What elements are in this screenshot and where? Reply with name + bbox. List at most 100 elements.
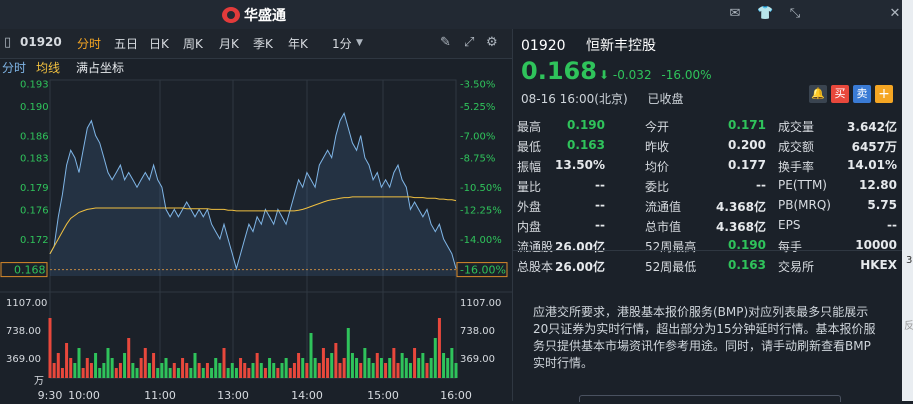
volume-bar xyxy=(193,353,197,378)
volume-bar xyxy=(89,363,93,378)
volume-tick-label-right: 738.00 xyxy=(460,326,495,337)
quote-value: 0.190 xyxy=(728,238,766,252)
interval-select[interactable]: 1分 xyxy=(332,37,352,51)
volume-bar xyxy=(201,368,205,378)
edge-text-1: 3 xyxy=(906,255,913,266)
volume-bar xyxy=(359,363,363,378)
tab-yearly-k[interactable]: 年K xyxy=(288,37,308,51)
quote-label: 内盘 xyxy=(517,220,542,234)
legend-avg-line[interactable]: 均线 xyxy=(36,61,61,75)
time-axis-label: 15:00 xyxy=(367,389,399,401)
mail-icon[interactable]: ✉ xyxy=(729,6,741,21)
volume-bar xyxy=(172,363,176,378)
quote-value: -- xyxy=(756,178,766,192)
quote-label: EPS xyxy=(778,218,801,232)
quote-value: 0.163 xyxy=(567,138,605,152)
tab-monthly-k[interactable]: 月K xyxy=(219,37,239,51)
intraday-chart-svg[interactable]: 0.193 0.190 0.186 0.183 0.179 0.176 0.172 -3.50… xyxy=(0,76,512,402)
quote-value: HKEX xyxy=(860,258,897,272)
edge-text-2: 反 xyxy=(904,321,913,332)
volume-bar xyxy=(379,358,383,378)
quote-label: 今开 xyxy=(645,120,670,134)
volume-bar xyxy=(421,353,425,378)
volume-bar xyxy=(160,363,164,378)
bmp-notice: 应港交所要求，港股基本报价服务(BMP)对应列表最多只能展示20只证券为实时行情… xyxy=(533,305,876,370)
change-pct: -16.00% xyxy=(661,68,712,82)
pct-tick-label: -3.50% xyxy=(460,80,495,91)
quote-value: 26.00亿 xyxy=(555,260,605,274)
quote-grid: 最高 0.190 今开 0.171 成交量 3.642亿 最低 0.163 昨收 0.200 成交额… xyxy=(513,115,903,275)
buy-button[interactable]: 买 xyxy=(831,85,849,103)
volume-bar xyxy=(259,363,263,378)
volume-bar xyxy=(102,363,106,378)
volume-bar xyxy=(284,358,288,378)
volume-tick-label: 738.00 xyxy=(6,326,41,337)
quote-value: -- xyxy=(595,198,605,212)
quote-label: 成交额 xyxy=(778,140,815,154)
time-axis-label: 9:30 xyxy=(38,389,63,401)
quote-label: PE(TTM) xyxy=(778,178,827,192)
fullscreen-icon[interactable]: ⤢ xyxy=(464,35,475,50)
volume-bar xyxy=(234,368,238,378)
draw-pen-icon[interactable]: ✎ xyxy=(440,35,451,50)
volume-bar xyxy=(413,348,417,378)
tab-daily-k[interactable]: 日K xyxy=(149,37,169,51)
volume-tick-label-right: 369.00 xyxy=(460,354,495,365)
volume-bar xyxy=(334,343,338,378)
tab-weekly-k[interactable]: 周K xyxy=(183,37,203,51)
price-tick-label: 0.190 xyxy=(20,102,49,113)
volume-tick-label: 万 xyxy=(34,376,44,387)
bottom-tab-handle[interactable] xyxy=(579,395,841,402)
chevron-down-icon[interactable]: ▼ xyxy=(356,38,363,48)
tab-intraday[interactable]: 分时 xyxy=(77,37,102,51)
panel-toggle-icon[interactable]: ▯ xyxy=(4,35,12,50)
volume-bar xyxy=(313,358,317,378)
alert-bell-icon[interactable]: 🔔 xyxy=(809,85,827,103)
quote-label: 成交量 xyxy=(778,120,815,134)
volume-tick-label: 369.00 xyxy=(6,354,41,365)
intraday-chart[interactable]: 0.193 0.190 0.186 0.183 0.179 0.176 0.172 -3.50… xyxy=(0,76,512,402)
volume-bar xyxy=(388,358,392,378)
quote-value: 10000 xyxy=(855,238,897,252)
chart-legend: 分时 均线 满占坐标 xyxy=(0,58,512,76)
quote-label: 总股本 xyxy=(517,260,554,274)
close-icon[interactable]: ✕ xyxy=(889,6,901,21)
sell-button[interactable]: 卖 xyxy=(853,85,871,103)
price-tick-label: 0.193 xyxy=(20,80,49,91)
quote-value: 5.75 xyxy=(867,198,897,212)
volume-bar xyxy=(110,358,114,378)
settings-sliders-icon[interactable]: ⚙ xyxy=(486,35,498,50)
volume-bar xyxy=(272,363,276,378)
legend-full-scale[interactable]: 满占坐标 xyxy=(76,61,125,75)
volume-bar xyxy=(268,358,272,378)
skin-icon[interactable]: 👕 xyxy=(757,6,774,21)
volume-bar xyxy=(371,363,375,378)
market-status: 已收盘 xyxy=(647,92,684,106)
quote-value: 26.00亿 xyxy=(555,240,605,254)
quote-row: 外盘 -- 流通值 4.368亿 PB(MRQ) 5.75 xyxy=(513,195,903,215)
volume-bar xyxy=(280,363,284,378)
quote-value: -- xyxy=(595,178,605,192)
volume-bar xyxy=(189,368,193,378)
add-watchlist-button[interactable]: + xyxy=(875,85,893,103)
volume-bar xyxy=(330,353,334,378)
restore-icon[interactable]: ⤡ xyxy=(789,6,801,21)
tab-quarterly-k[interactable]: 季K xyxy=(253,37,273,51)
volume-bar xyxy=(218,363,222,378)
volume-bar xyxy=(210,368,214,378)
volume-bar xyxy=(168,368,172,378)
quote-label: 流通值 xyxy=(645,200,682,214)
volume-bar xyxy=(85,358,89,378)
volume-bar xyxy=(69,358,73,378)
volume-bar xyxy=(94,353,98,378)
quote-label: 换手率 xyxy=(778,160,815,174)
quote-row: 流通股 26.00亿 52周最高 0.190 每手 10000 xyxy=(513,235,903,255)
volume-bar xyxy=(230,363,234,378)
quote-label: 52周最低 xyxy=(645,260,697,274)
volume-bar xyxy=(181,358,185,378)
legend-intraday[interactable]: 分时 xyxy=(2,61,27,75)
volume-bar xyxy=(326,358,330,378)
quote-label: 总市值 xyxy=(645,220,682,234)
volume-bar xyxy=(363,348,367,378)
tab-5day[interactable]: 五日 xyxy=(114,37,139,51)
